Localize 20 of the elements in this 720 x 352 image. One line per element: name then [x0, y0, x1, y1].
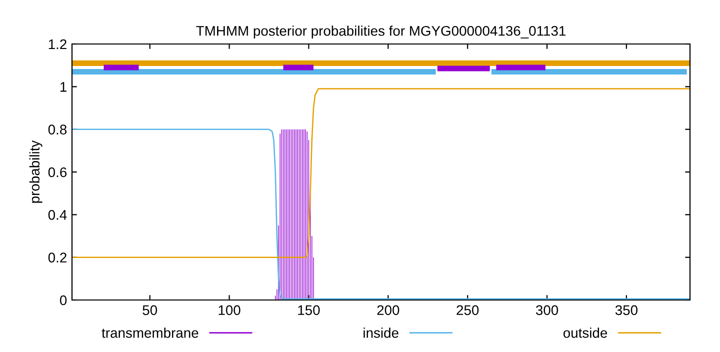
y-tick-label: 1: [60, 82, 66, 92]
x-tick-label: 200: [377, 305, 400, 316]
legend-label: inside: [364, 328, 398, 338]
y-tick-label: 0.6: [48, 167, 67, 178]
y-tick-label: 0: [60, 295, 67, 306]
x-tick-label: 250: [456, 305, 479, 316]
y-tick-label: 0.4: [48, 210, 67, 220]
line-series: [72, 88, 690, 258]
x-tick-label: 150: [298, 305, 320, 316]
y-tick-label: 0.2: [48, 252, 66, 263]
y-axis-title: probability: [29, 140, 42, 203]
x-tick-label: 350: [615, 305, 638, 316]
y-tick-label: 1.2: [48, 39, 66, 50]
legend-label: outside: [563, 328, 608, 338]
y-tick-label: 0.8: [48, 124, 67, 135]
x-tick-label: 300: [536, 305, 558, 316]
legend-label: transmembrane: [102, 328, 198, 338]
chart-title: TMHMM posterior probabilities for MGYG000004136_01131: [196, 26, 566, 39]
x-tick-label: 100: [218, 305, 240, 316]
x-tick-label: 50: [142, 305, 158, 316]
